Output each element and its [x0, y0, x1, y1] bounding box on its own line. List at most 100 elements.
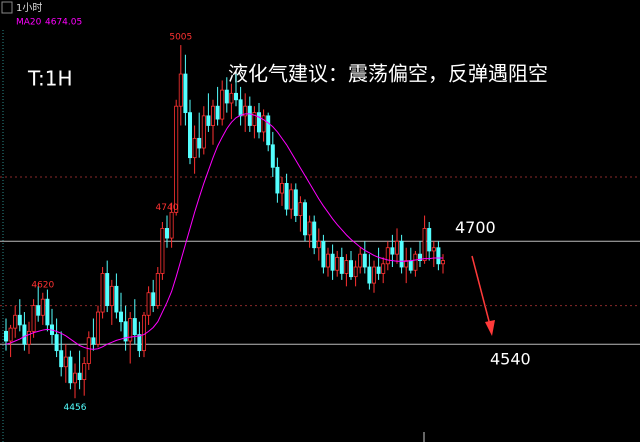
candle-body [367, 266, 372, 284]
candle-body [362, 253, 367, 268]
header: 1小时 [16, 2, 42, 14]
candle-body [427, 228, 432, 252]
candle-body [404, 260, 409, 268]
candle-body [353, 266, 358, 278]
candle-body [224, 89, 229, 104]
candle-body [36, 305, 41, 316]
candle-body [275, 166, 280, 194]
candle-body [164, 228, 169, 239]
extreme-label: 4456 [64, 403, 87, 413]
candle-body [312, 221, 317, 249]
candle-body [233, 92, 238, 101]
extreme-label: 4740 [156, 203, 179, 213]
candle-body [220, 89, 225, 120]
candle-body [238, 99, 243, 117]
candle-body [4, 330, 9, 342]
candle-body [413, 253, 418, 271]
candle-body [91, 337, 96, 345]
candle-body [206, 115, 211, 126]
candle-body [100, 273, 105, 313]
candle-body [96, 311, 101, 345]
candle-body [192, 137, 197, 159]
candle-body [316, 240, 321, 249]
candle-body [210, 105, 215, 126]
candle-body [40, 298, 45, 316]
candle-body [169, 211, 174, 239]
timeframe: T:1H [27, 67, 73, 91]
ma-legend-name: MA20 [16, 18, 42, 28]
candle-body [390, 247, 395, 255]
candle-body [431, 247, 436, 252]
arrow-head [485, 320, 495, 336]
candle-body [54, 334, 59, 352]
candle-body [68, 356, 73, 384]
candle-body [13, 314, 18, 329]
candle-body [436, 247, 441, 265]
extreme-label: 4620 [31, 280, 54, 290]
candle-body [330, 253, 335, 271]
candle-body [201, 115, 206, 149]
candle-body [146, 292, 151, 316]
candle-body [155, 273, 160, 307]
candle-body [17, 314, 22, 326]
candle-body [31, 305, 36, 332]
candle-body [394, 240, 399, 255]
candle-body [298, 202, 303, 216]
candle-body [137, 334, 142, 352]
candle-body [187, 112, 192, 159]
extreme-label: 5005 [169, 33, 192, 43]
candle-body [82, 363, 87, 381]
candle-body [109, 285, 114, 307]
ma-legend-value: 4674.05 [45, 18, 82, 28]
candle-body [8, 327, 13, 342]
candle-body [339, 256, 344, 274]
candle-body [270, 144, 275, 168]
candle-body [114, 285, 119, 313]
candle-body [128, 318, 133, 342]
candle-body [284, 182, 289, 210]
candle-body [183, 73, 188, 114]
ma-line [5, 113, 444, 350]
candle-body [376, 266, 381, 274]
candle-body [119, 311, 124, 323]
candle-body [325, 253, 330, 268]
candle-body [215, 105, 220, 120]
level-label: 4540 [490, 350, 531, 369]
candle-body [77, 372, 82, 381]
candle-body [371, 266, 376, 284]
candle-body [261, 115, 266, 133]
candle-body [63, 356, 68, 368]
candle-body [289, 189, 294, 210]
header-icon [1, 1, 13, 14]
candle-body [302, 202, 307, 236]
candle-body [344, 260, 349, 274]
candle-body [358, 253, 363, 268]
candle-body [279, 182, 284, 194]
candle-body [132, 318, 137, 335]
candle-body [247, 105, 252, 126]
candle-body [385, 247, 390, 265]
candle-body [26, 330, 31, 345]
candle-body [399, 240, 404, 268]
candle-body [141, 314, 146, 352]
candle-body [335, 256, 340, 271]
candle-body [252, 112, 257, 126]
candle-body [105, 273, 110, 307]
candle-body [59, 350, 64, 368]
level-label: 4700 [455, 218, 496, 237]
candle-body [293, 189, 298, 216]
candle-body [229, 92, 234, 104]
candle-body [348, 260, 353, 278]
candle-body [408, 260, 413, 271]
candle-body [178, 73, 183, 107]
candle-body [86, 337, 91, 364]
candle-body [307, 221, 312, 236]
candle-body [151, 292, 156, 307]
candle-body [73, 372, 78, 384]
candle-body [22, 324, 27, 345]
candle-body [243, 105, 248, 117]
candle-body [422, 228, 427, 261]
